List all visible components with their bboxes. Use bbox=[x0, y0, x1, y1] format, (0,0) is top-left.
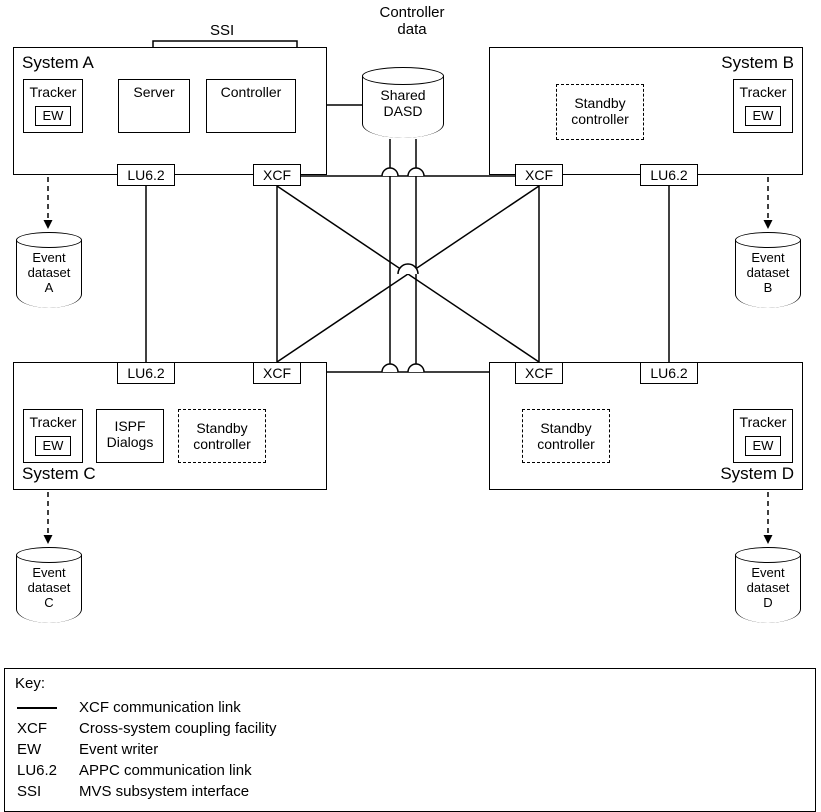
event-ds-a-label: Event dataset A bbox=[16, 250, 82, 295]
legend-sym: EW bbox=[17, 740, 77, 759]
event-ds-b-label: Event dataset B bbox=[735, 250, 801, 295]
legend-label: MVS subsystem interface bbox=[79, 782, 283, 801]
legend-table: XCF communication link XCFCross-system c… bbox=[15, 696, 285, 803]
event-ds-a-cylinder: Event dataset A bbox=[16, 232, 82, 310]
tracker-c-label: Tracker bbox=[30, 414, 77, 430]
port-a-xcf: XCF bbox=[253, 164, 301, 186]
shared-dasd-cylinder: Shared DASD bbox=[362, 67, 444, 139]
server-a-label: Server bbox=[133, 84, 174, 100]
tracker-d-box: Tracker EW bbox=[733, 409, 793, 463]
shared-dasd-label: Shared DASD bbox=[362, 87, 444, 119]
ew-a-box: EW bbox=[35, 106, 71, 126]
ew-b-label: EW bbox=[753, 108, 774, 123]
ew-d-label: EW bbox=[753, 438, 774, 453]
legend-label: Cross-system coupling facility bbox=[79, 719, 283, 738]
event-ds-d-cylinder: Event dataset D bbox=[735, 547, 801, 625]
ispf-c-box: ISPF Dialogs bbox=[96, 409, 164, 463]
controller-a-label: Controller bbox=[221, 84, 282, 100]
system-a-box: System A Tracker EW Server Controller bbox=[13, 47, 327, 175]
line-icon bbox=[17, 707, 57, 709]
ew-b-box: EW bbox=[745, 106, 781, 126]
port-d-xcf: XCF bbox=[515, 362, 563, 384]
standby-c-label: Standby controller bbox=[193, 420, 251, 452]
standby-b-box: Standby controller bbox=[556, 84, 644, 140]
event-ds-d-label: Event dataset D bbox=[735, 565, 801, 610]
tracker-a-label: Tracker bbox=[30, 84, 77, 100]
ssi-label: SSI bbox=[210, 22, 234, 39]
legend-row: XCF communication link bbox=[17, 698, 283, 717]
standby-c-box: Standby controller bbox=[178, 409, 266, 463]
diagram-canvas: SSI Controller data System A Tracker EW … bbox=[0, 0, 821, 799]
port-a-xcf-label: XCF bbox=[263, 167, 291, 183]
port-d-xcf-label: XCF bbox=[525, 365, 553, 381]
port-c-xcf: XCF bbox=[253, 362, 301, 384]
legend-title: Key: bbox=[15, 675, 805, 692]
port-c-xcf-label: XCF bbox=[263, 365, 291, 381]
server-a-box: Server bbox=[118, 79, 190, 133]
legend-sym: SSI bbox=[17, 782, 77, 801]
port-b-lu62-label: LU6.2 bbox=[650, 167, 687, 183]
legend-row: LU6.2APPC communication link bbox=[17, 761, 283, 780]
ew-a-label: EW bbox=[43, 108, 64, 123]
event-ds-c-cylinder: Event dataset C bbox=[16, 547, 82, 625]
event-ds-c-label: Event dataset C bbox=[16, 565, 82, 610]
port-a-lu62-label: LU6.2 bbox=[127, 167, 164, 183]
port-b-xcf-label: XCF bbox=[525, 167, 553, 183]
ew-c-label: EW bbox=[43, 438, 64, 453]
ew-d-box: EW bbox=[745, 436, 781, 456]
port-d-lu62-label: LU6.2 bbox=[650, 365, 687, 381]
legend-row: XCFCross-system coupling facility bbox=[17, 719, 283, 738]
legend-sym: XCF bbox=[17, 719, 77, 738]
ispf-c-label: ISPF Dialogs bbox=[107, 418, 154, 450]
legend: Key: XCF communication link XCFCross-sys… bbox=[4, 668, 816, 812]
standby-d-box: Standby controller bbox=[522, 409, 610, 463]
ew-c-box: EW bbox=[35, 436, 71, 456]
event-ds-b-cylinder: Event dataset B bbox=[735, 232, 801, 310]
port-c-lu62-label: LU6.2 bbox=[127, 365, 164, 381]
legend-row: EWEvent writer bbox=[17, 740, 283, 759]
system-b-title: System B bbox=[721, 53, 794, 73]
legend-row: SSIMVS subsystem interface bbox=[17, 782, 283, 801]
controller-data-label: Controller data bbox=[372, 4, 452, 38]
port-d-lu62: LU6.2 bbox=[640, 362, 698, 384]
port-b-lu62: LU6.2 bbox=[640, 164, 698, 186]
tracker-b-label: Tracker bbox=[740, 84, 787, 100]
system-c-title: System C bbox=[22, 464, 96, 484]
tracker-d-label: Tracker bbox=[740, 414, 787, 430]
system-a-title: System A bbox=[22, 53, 94, 73]
legend-label: APPC communication link bbox=[79, 761, 283, 780]
tracker-b-box: Tracker EW bbox=[733, 79, 793, 133]
port-b-xcf: XCF bbox=[515, 164, 563, 186]
legend-label: Event writer bbox=[79, 740, 283, 759]
legend-sym: LU6.2 bbox=[17, 761, 77, 780]
controller-a-box: Controller bbox=[206, 79, 296, 133]
system-d-title: System D bbox=[720, 464, 794, 484]
tracker-a-box: Tracker EW bbox=[23, 79, 83, 133]
legend-label: XCF communication link bbox=[79, 698, 283, 717]
tracker-c-box: Tracker EW bbox=[23, 409, 83, 463]
port-c-lu62: LU6.2 bbox=[117, 362, 175, 384]
standby-d-label: Standby controller bbox=[537, 420, 595, 452]
standby-b-label: Standby controller bbox=[571, 95, 629, 127]
port-a-lu62: LU6.2 bbox=[117, 164, 175, 186]
system-b-box: System B Standby controller Tracker EW bbox=[489, 47, 803, 175]
